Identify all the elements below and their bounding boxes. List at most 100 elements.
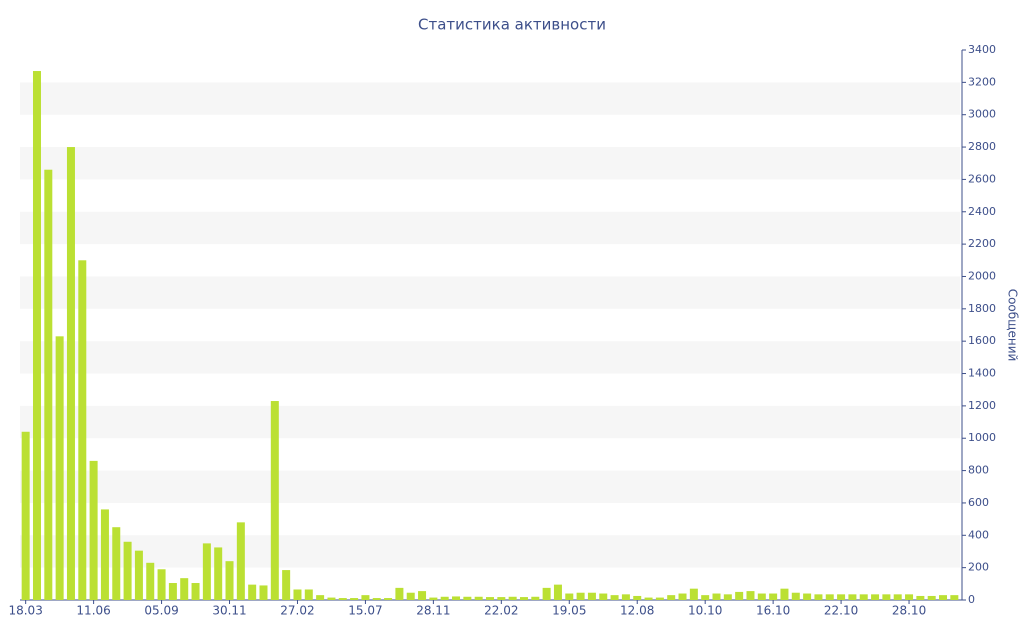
bar bbox=[735, 591, 744, 600]
y-tick-label: 1200 bbox=[968, 399, 996, 412]
bar bbox=[825, 594, 834, 600]
bar bbox=[644, 597, 653, 600]
bar bbox=[701, 595, 710, 600]
x-tick-label: 18.03 bbox=[8, 604, 42, 618]
bar bbox=[803, 593, 812, 600]
bar bbox=[66, 147, 75, 600]
bar bbox=[146, 562, 155, 600]
y-tick-label: 2400 bbox=[968, 205, 996, 218]
grid-band bbox=[20, 405, 960, 439]
y-tick-label: 2800 bbox=[968, 140, 996, 153]
bar bbox=[384, 598, 393, 600]
bar bbox=[769, 593, 778, 600]
bar bbox=[780, 588, 789, 600]
bar bbox=[565, 593, 574, 600]
y-axis-label: Сообщений bbox=[1006, 289, 1020, 362]
bar bbox=[621, 594, 630, 600]
bar bbox=[236, 522, 245, 600]
bar bbox=[395, 587, 404, 600]
x-tick-label: 10.10 bbox=[688, 604, 722, 618]
x-tick-label: 11.06 bbox=[76, 604, 110, 618]
bar bbox=[225, 561, 234, 600]
bar bbox=[599, 593, 608, 600]
grid-band bbox=[20, 535, 960, 568]
y-tick-label: 2200 bbox=[968, 237, 996, 250]
bar bbox=[248, 584, 257, 600]
bar bbox=[78, 260, 87, 600]
bar bbox=[905, 594, 914, 600]
grid-band bbox=[20, 211, 960, 245]
bar bbox=[871, 594, 880, 600]
bar bbox=[927, 595, 936, 600]
bar bbox=[712, 593, 721, 600]
y-tick-label: 3200 bbox=[968, 75, 996, 88]
bar bbox=[553, 584, 562, 600]
bar bbox=[338, 598, 347, 600]
bar bbox=[678, 593, 687, 600]
y-tick-label: 3000 bbox=[968, 108, 996, 121]
bar bbox=[916, 595, 925, 600]
bar bbox=[791, 592, 800, 600]
y-tick-label: 800 bbox=[968, 464, 989, 477]
bar bbox=[882, 594, 891, 600]
x-tick-label: 05.09 bbox=[144, 604, 178, 618]
bar bbox=[429, 597, 438, 600]
bar bbox=[372, 598, 381, 600]
bar bbox=[361, 595, 370, 600]
bar bbox=[655, 597, 664, 600]
bar bbox=[497, 597, 506, 600]
grid-band bbox=[20, 470, 960, 503]
y-tick-label: 1600 bbox=[968, 334, 996, 347]
bar bbox=[723, 594, 732, 600]
bar bbox=[576, 592, 585, 600]
y-tick-label: 2000 bbox=[968, 269, 996, 282]
y-tick-label: 2600 bbox=[968, 172, 996, 185]
x-tick-label: 28.11 bbox=[416, 604, 450, 618]
bar bbox=[316, 595, 325, 600]
bar bbox=[123, 541, 132, 600]
x-tick-label: 15.07 bbox=[348, 604, 382, 618]
bar bbox=[32, 71, 41, 600]
bar bbox=[100, 509, 109, 600]
y-tick-label: 1400 bbox=[968, 367, 996, 380]
bar bbox=[474, 596, 483, 600]
x-tick-label: 19.05 bbox=[552, 604, 586, 618]
grid-band bbox=[20, 341, 960, 374]
y-tick-label: 3400 bbox=[968, 43, 996, 56]
bar bbox=[757, 593, 766, 600]
x-tick-label: 22.02 bbox=[484, 604, 518, 618]
bar bbox=[282, 570, 291, 600]
bar bbox=[587, 592, 596, 600]
bar bbox=[689, 588, 698, 600]
x-tick-label: 30.11 bbox=[212, 604, 246, 618]
bar bbox=[134, 550, 143, 600]
y-tick-label: 0 bbox=[968, 593, 975, 606]
bar bbox=[180, 578, 189, 600]
y-tick-label: 200 bbox=[968, 561, 989, 574]
bar bbox=[667, 595, 676, 600]
bar bbox=[633, 595, 642, 600]
bar bbox=[44, 169, 53, 601]
bar bbox=[893, 594, 902, 600]
y-tick-label: 1800 bbox=[968, 302, 996, 315]
bar bbox=[610, 595, 619, 600]
bar bbox=[463, 596, 472, 600]
y-tick-label: 400 bbox=[968, 528, 989, 541]
y-tick-label: 600 bbox=[968, 496, 989, 509]
x-tick-label: 27.02 bbox=[280, 604, 314, 618]
bar bbox=[406, 592, 415, 600]
bar bbox=[112, 527, 121, 600]
bar bbox=[350, 598, 359, 600]
x-tick-label: 16.10 bbox=[756, 604, 790, 618]
bar bbox=[508, 596, 517, 600]
bar bbox=[814, 594, 823, 600]
bar bbox=[157, 569, 166, 600]
y-tick-label: 1000 bbox=[968, 431, 996, 444]
chart-title: Статистика активности bbox=[418, 16, 606, 34]
bar bbox=[191, 583, 200, 600]
bar bbox=[55, 336, 64, 600]
bar bbox=[848, 594, 857, 600]
bar bbox=[418, 591, 427, 600]
bar bbox=[452, 596, 461, 600]
